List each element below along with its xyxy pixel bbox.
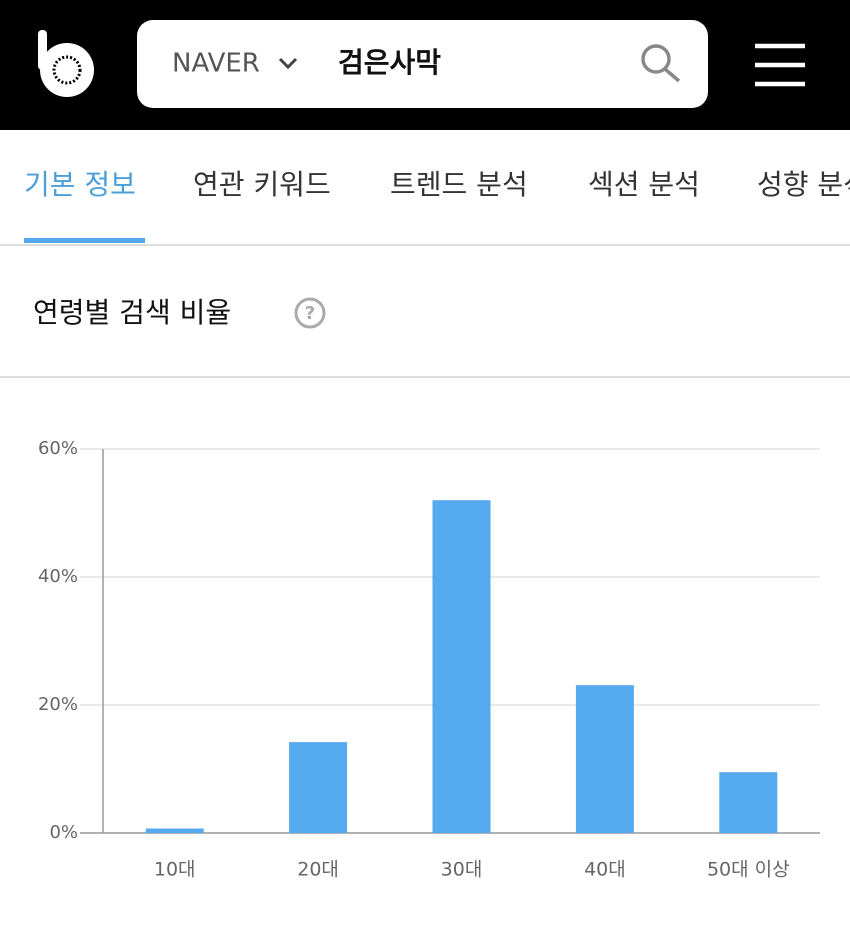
tab[interactable]: 연관 키워드 bbox=[193, 168, 331, 201]
section-title: 연령별 검색 비율 bbox=[33, 296, 231, 329]
y-tick-label: 20% bbox=[38, 694, 78, 715]
tab-bar: 기본 정보 연관 키워드 트렌드 분석 섹션 분석 성향 분석 bbox=[24, 168, 850, 201]
x-tick-label: 20대 bbox=[297, 859, 339, 881]
tab[interactable]: 섹션 분석 bbox=[588, 168, 700, 201]
menu-icon[interactable] bbox=[755, 43, 805, 87]
x-tick-label: 40대 bbox=[584, 859, 626, 881]
y-tick-label: 40% bbox=[38, 566, 78, 587]
y-tick-label: 0% bbox=[49, 822, 78, 843]
active-tab-indicator bbox=[24, 238, 145, 243]
x-tick-label: 10대 bbox=[154, 859, 196, 881]
tab[interactable]: 트렌드 분석 bbox=[390, 168, 528, 201]
tab[interactable]: 기본 정보 bbox=[24, 168, 136, 201]
search-icon[interactable] bbox=[641, 44, 681, 83]
bar bbox=[145, 828, 204, 833]
bar bbox=[432, 500, 491, 833]
y-tick-label: 60% bbox=[38, 438, 78, 459]
x-tick-label: 50대 이상 bbox=[707, 859, 790, 881]
logo[interactable] bbox=[38, 30, 94, 97]
search-box[interactable] bbox=[137, 20, 708, 108]
help-icon[interactable]: ? bbox=[294, 297, 326, 329]
svg-text:?: ? bbox=[305, 303, 315, 324]
x-tick-label: 30대 bbox=[441, 859, 483, 881]
bar bbox=[289, 742, 348, 833]
bar bbox=[719, 772, 778, 833]
search-query[interactable]: 검은사막 bbox=[338, 46, 441, 79]
tab[interactable]: 성향 분석 bbox=[757, 168, 850, 201]
bar bbox=[575, 685, 634, 833]
chart: 0% 20% 40% 60% 10대 20대 30대 40대 50대 이상 bbox=[38, 438, 820, 881]
search-engine[interactable]: NAVER bbox=[172, 49, 260, 79]
dropdown-chevron[interactable] bbox=[278, 57, 298, 70]
